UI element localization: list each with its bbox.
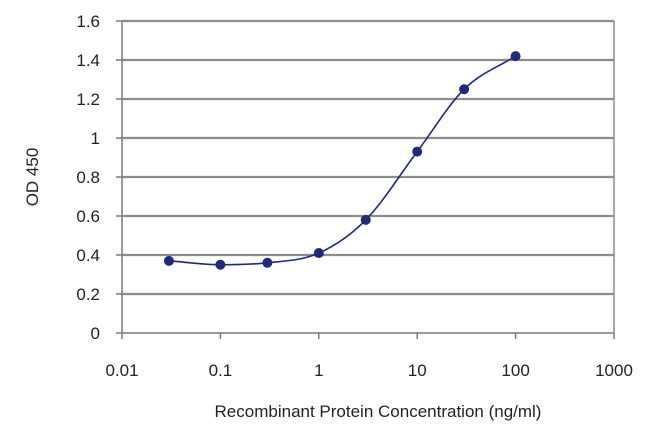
y-tick-labels: 0 0.2 0.4 0.6 0.8 1 1.2 1.4 1.6 — [76, 12, 100, 343]
x-tick-label: 1000 — [595, 361, 633, 380]
y-tick-label: 0 — [91, 324, 100, 343]
data-points — [163, 51, 521, 270]
y-tick-label: 1.2 — [76, 90, 100, 109]
x-tick-label: 0.1 — [209, 361, 233, 380]
y-tick-label: 0.6 — [76, 207, 100, 226]
data-point — [412, 146, 423, 157]
x-tick-labels: 0.01 0.1 1 10 100 1000 — [105, 361, 632, 380]
y-tick-label: 0.8 — [76, 168, 100, 187]
data-point — [262, 257, 273, 268]
data-point — [360, 214, 371, 225]
x-tick-label: 100 — [501, 361, 529, 380]
y-tick-label: 1 — [91, 129, 100, 148]
data-point — [313, 248, 324, 259]
y-tick-label: 1.6 — [76, 12, 100, 31]
y-tick-label: 1.4 — [76, 51, 100, 70]
fit-curve — [168, 55, 517, 266]
data-point — [215, 259, 226, 270]
data-point — [510, 51, 521, 62]
x-tick-label: 1 — [314, 361, 323, 380]
x-axis-title: Recombinant Protein Concentration (ng/ml… — [215, 402, 542, 421]
y-axis-title: OD 450 — [23, 148, 42, 207]
axes — [116, 20, 615, 339]
x-tick-label: 0.01 — [105, 361, 138, 380]
x-tick-label: 10 — [408, 361, 427, 380]
y-tick-label: 0.4 — [76, 246, 100, 265]
y-tick-label: 0.2 — [76, 285, 100, 304]
data-point — [459, 84, 470, 95]
data-point — [163, 255, 174, 266]
